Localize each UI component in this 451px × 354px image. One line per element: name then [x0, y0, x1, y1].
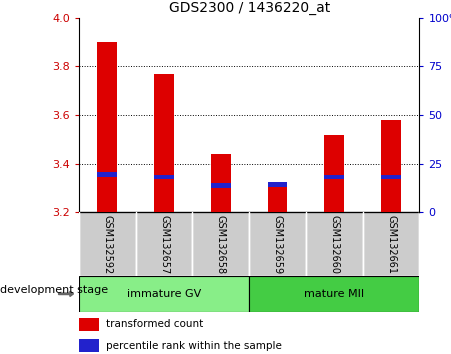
Bar [79, 339, 99, 352]
Bar [211, 183, 231, 188]
Text: GSM132659: GSM132659 [272, 215, 283, 274]
Bar [363, 212, 419, 276]
Bar [306, 212, 363, 276]
Text: GSM132592: GSM132592 [102, 215, 112, 274]
Text: GSM132657: GSM132657 [159, 215, 169, 274]
Bar [79, 318, 99, 331]
Text: percentile rank within the sample: percentile rank within the sample [106, 341, 282, 350]
Text: GSM132660: GSM132660 [329, 215, 339, 274]
Text: mature MII: mature MII [304, 289, 364, 299]
Bar [249, 212, 306, 276]
Bar [97, 42, 117, 212]
Text: GSM132661: GSM132661 [386, 215, 396, 274]
Text: GSM132658: GSM132658 [216, 215, 226, 274]
Bar [249, 276, 419, 312]
Title: GDS2300 / 1436220_at: GDS2300 / 1436220_at [169, 1, 330, 15]
Bar [267, 183, 287, 212]
Bar [97, 172, 117, 177]
Text: development stage: development stage [0, 285, 108, 295]
Text: transformed count: transformed count [106, 319, 203, 329]
Bar [79, 212, 136, 276]
Bar [381, 175, 401, 179]
Bar [324, 135, 344, 212]
Bar [381, 120, 401, 212]
Bar [324, 175, 344, 179]
Bar [136, 212, 193, 276]
Text: immature GV: immature GV [127, 289, 201, 299]
Bar [154, 175, 174, 179]
Bar [193, 212, 249, 276]
Bar [267, 182, 287, 187]
Bar [79, 276, 249, 312]
Bar [154, 74, 174, 212]
Bar [211, 154, 231, 212]
